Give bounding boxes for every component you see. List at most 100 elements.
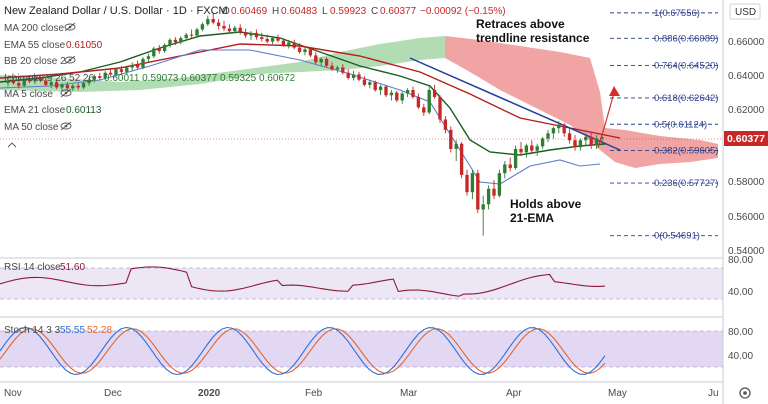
candle-body	[114, 69, 118, 75]
symbol-title[interactable]: New Zealand Dollar / U.S. Dollar · 1D · …	[4, 5, 228, 17]
kijun-line	[0, 49, 601, 185]
annotation-holds-line1: Holds above	[510, 197, 582, 211]
rsi-label[interactable]: RSI 14 close	[4, 262, 61, 273]
candle-body	[508, 164, 512, 168]
candle-body	[503, 164, 507, 174]
candle-body	[130, 64, 134, 68]
price-tick-064: 0.64000	[728, 71, 765, 82]
price-tick-066: 0.66000	[728, 37, 765, 48]
legend-ichimoku-values: 0.60011 0.59073 0.60377 0.59325 0.60672	[104, 73, 296, 84]
candle-body	[519, 148, 523, 153]
candle-body	[222, 25, 226, 29]
legend-bb[interactable]: BB 20 close 2	[4, 56, 66, 67]
candle-body	[524, 145, 529, 153]
ohlc-h-label: H	[272, 6, 279, 17]
candle-body	[265, 38, 269, 42]
legend-ema21[interactable]: EMA 21 close	[4, 105, 66, 116]
collapse-legend-icon[interactable]	[7, 142, 17, 148]
candle-body	[486, 188, 491, 205]
candle-body	[33, 77, 37, 82]
eye-icon[interactable]	[64, 22, 76, 32]
candle-body	[546, 133, 550, 139]
stoch-d-line	[0, 328, 606, 374]
fibonacci-retracement[interactable]: 1(0.67556) 0.886(0.66089) 0.764(0.64520) 0.…	[610, 8, 718, 242]
ohlc-o-label: O	[222, 6, 230, 17]
candle-body	[314, 55, 318, 63]
candle-body	[81, 83, 86, 88]
candle-body	[6, 80, 10, 84]
candle-body	[513, 148, 518, 168]
candle-body	[152, 48, 156, 57]
candle-body	[551, 128, 556, 134]
candle-body	[589, 136, 593, 146]
candle-body	[567, 133, 572, 141]
ohlc-l-label: L	[322, 6, 328, 17]
candle-body	[351, 74, 356, 78]
legend-ema55[interactable]: EMA 55 close	[4, 40, 66, 51]
candle-body	[476, 173, 480, 210]
annotation-retraces-line2: trendline resistance	[476, 31, 590, 45]
rsi-tick-40: 40.00	[728, 287, 753, 298]
candle-body	[243, 32, 248, 36]
ichimoku-cloud-red	[445, 36, 718, 168]
candle-body	[227, 28, 232, 32]
legend-ma200[interactable]: MA 200 close	[4, 23, 64, 34]
legend-ema21-value: 0.60113	[66, 105, 102, 116]
candle-body	[346, 72, 350, 78]
candle-body	[557, 124, 561, 129]
annotation-holds-line2: 21-EMA	[510, 211, 554, 225]
candle-body	[22, 79, 26, 86]
candle-body	[492, 188, 496, 196]
candle-body	[389, 92, 394, 96]
candle-body	[44, 80, 48, 85]
time-label-feb: Feb	[305, 388, 323, 399]
candle-body	[432, 90, 437, 97]
legend-ma5[interactable]: MA 5 close	[4, 89, 53, 100]
indicator-legend: MA 200 close EMA 55 close 0.61050 BB 20 …	[4, 22, 296, 148]
candle-body	[292, 42, 296, 48]
eye-icon[interactable]	[64, 55, 76, 65]
candle-body	[119, 69, 124, 72]
ohlc-o: 0.60469	[231, 6, 268, 17]
candle-body	[27, 79, 32, 82]
price-tick-062: 0.62000	[728, 105, 765, 116]
fib-level-label: 0.236(0.57727)	[654, 178, 718, 189]
candle-body	[270, 38, 275, 42]
candle-body	[162, 45, 167, 52]
candle-body	[103, 72, 107, 78]
settings-icon[interactable]	[739, 387, 751, 399]
candle-body	[308, 49, 313, 56]
legend-ma50[interactable]: MA 50 close	[4, 122, 59, 133]
trendline-resistance[interactable]	[409, 57, 621, 151]
candle-body	[573, 140, 577, 148]
candle-body	[416, 96, 421, 108]
price-axis[interactable]: USD 0.66000 0.64000 0.62000 0.58000 0.56…	[0, 3, 768, 257]
time-label-mar: Mar	[400, 388, 418, 399]
currency-badge[interactable]	[729, 3, 761, 20]
candle-body	[71, 85, 75, 89]
time-axis[interactable]: Nov Dec 2020 Feb Mar Apr May Ju	[4, 388, 719, 399]
candle-body	[422, 107, 426, 113]
projection-arrowhead	[609, 86, 620, 96]
eye-icon[interactable]	[60, 88, 72, 98]
legend-ichimoku[interactable]: Ichimoku 9 26 52 26	[4, 73, 94, 84]
eye-icon[interactable]	[60, 121, 72, 131]
candle-body	[141, 58, 145, 68]
candle-body	[233, 27, 237, 32]
candle-body	[303, 49, 307, 52]
candle-body	[459, 143, 464, 175]
candle-body	[76, 85, 80, 88]
candle-body	[87, 79, 91, 84]
candle-body	[443, 119, 448, 130]
candle-body	[411, 90, 415, 97]
candle-body	[368, 82, 372, 85]
stoch-k-value: 55.55	[60, 325, 85, 336]
stoch-tick-40: 40.00	[728, 351, 753, 362]
candle-body	[395, 92, 399, 101]
candle-body	[600, 137, 604, 139]
candle-body	[38, 77, 43, 81]
time-label-2020: 2020	[198, 388, 221, 399]
stoch-label[interactable]: Stoch 14 3 3	[4, 325, 61, 336]
candle-body	[206, 19, 210, 25]
